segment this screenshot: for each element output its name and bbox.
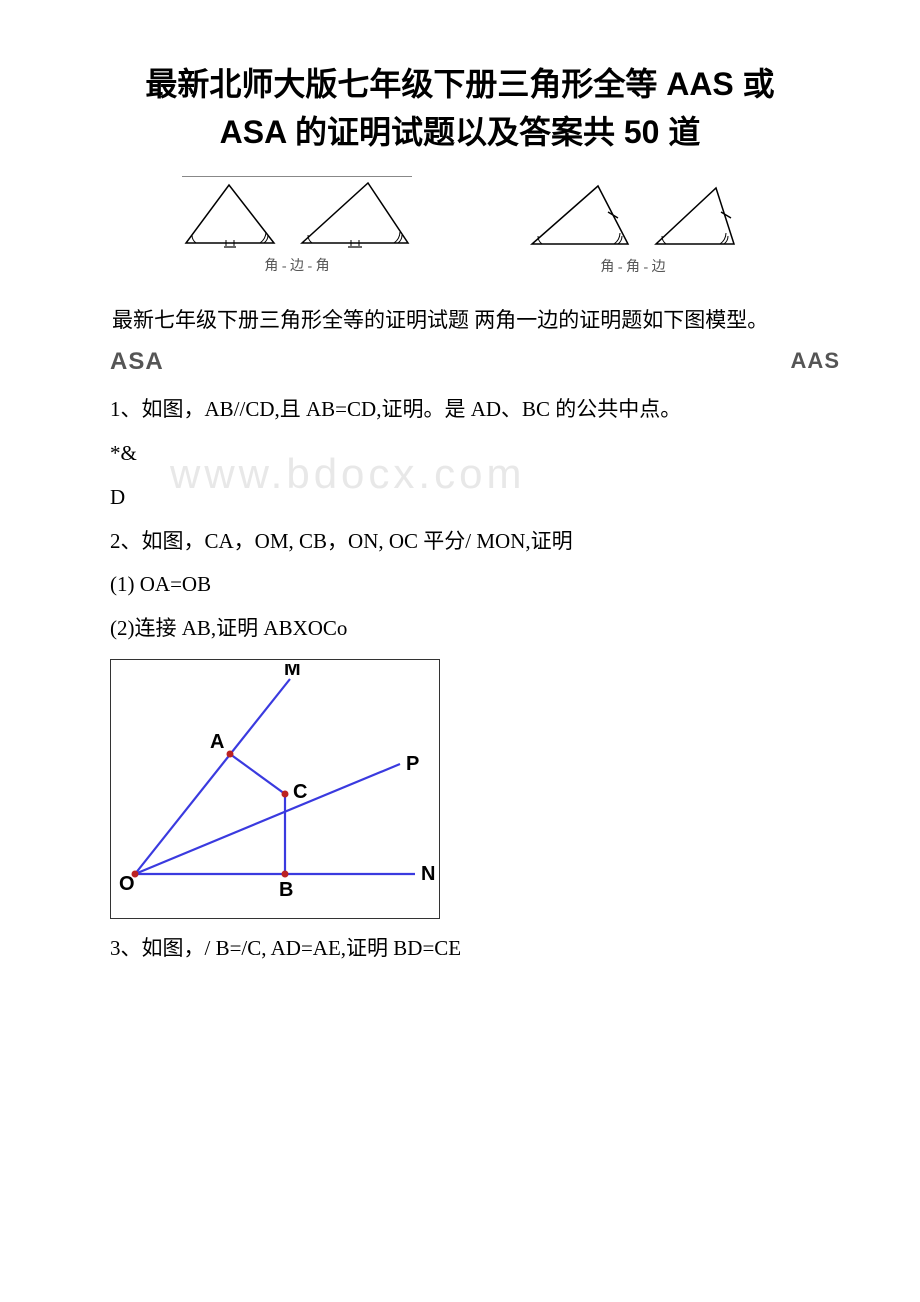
asa-caption: 角 - 边 - 角 <box>264 255 329 275</box>
svg-text:C: C <box>293 781 307 803</box>
title-line-2: ASA 的证明试题以及答案共 50 道 <box>220 114 701 150</box>
svg-text:N: N <box>421 863 435 885</box>
title-line-1: 最新北师大版七年级下册三角形全等 AAS 或 <box>145 66 774 102</box>
svg-text:O: O <box>119 873 135 895</box>
q2-part-2: (2)连接 AB,证明 ABXOCo <box>110 609 850 649</box>
question-1: 1、如图，AB//CD,且 AB=CD,证明。是 AD、BC 的公共中点。 <box>110 390 850 430</box>
congruence-diagrams: 角 - 边 - 角 角 - 角 - 边 <box>70 176 850 276</box>
q2-part-1: (1) OA=OB <box>110 565 850 605</box>
aas-caption: 角 - 角 - 边 <box>600 256 665 276</box>
geometry-figure: M P N O A B C <box>110 659 440 919</box>
asa-triangle-2 <box>290 175 420 251</box>
question-3: 3、如图，/ B=/C, AD=AE,证明 BD=CE <box>110 929 850 969</box>
q1-d: D <box>110 478 850 518</box>
intro-text: 最新七年级下册三角形全等的证明试题 两角一边的证明题如下图模型。 <box>70 301 850 340</box>
aas-triangle-2 <box>646 176 746 252</box>
geometry-svg: M P N O A B C <box>115 664 435 914</box>
aas-triangle-1 <box>520 176 640 252</box>
svg-text:A: A <box>210 731 224 753</box>
label-row: ASA AAS <box>110 348 840 376</box>
aas-diagram: 角 - 角 - 边 <box>520 176 746 276</box>
q1-symbol: *& <box>110 434 850 474</box>
asa-triangle-1 <box>174 175 284 251</box>
svg-text:B: B <box>279 879 293 901</box>
asa-label: ASA <box>110 348 164 376</box>
asa-diagram: 角 - 边 - 角 <box>174 176 420 276</box>
aas-label: AAS <box>791 348 840 376</box>
svg-text:P: P <box>406 753 419 775</box>
question-2: 2、如图，CA，OM, CB，ON, OC 平分/ MON,证明 <box>110 522 850 562</box>
svg-text:M: M <box>284 664 301 680</box>
